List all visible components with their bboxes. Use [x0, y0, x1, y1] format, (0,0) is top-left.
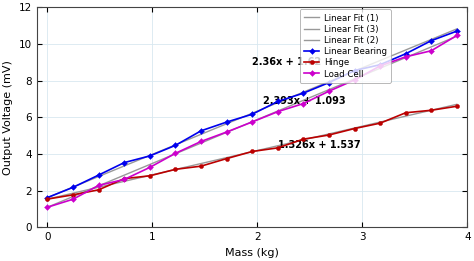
Hinge: [428, 109, 434, 112]
Linear Bearing: [352, 69, 357, 72]
X-axis label: Mass (kg): Mass (kg): [225, 248, 279, 258]
Load Cell: [224, 130, 229, 134]
Linear Bearing: [454, 29, 460, 33]
Y-axis label: Output Voltage (mV): Output Voltage (mV): [3, 60, 13, 175]
Linear Bearing: [403, 52, 409, 55]
Load Cell: [377, 64, 383, 68]
Hinge: [96, 188, 101, 191]
Text: 2.393x + 1.093: 2.393x + 1.093: [263, 96, 345, 105]
Hinge: [403, 111, 409, 114]
Linear Bearing: [70, 186, 76, 189]
Load Cell: [454, 34, 460, 37]
Load Cell: [45, 206, 50, 209]
Line: Hinge: Hinge: [46, 104, 459, 201]
Hinge: [275, 146, 281, 150]
Load Cell: [96, 184, 101, 187]
Linear Bearing: [428, 39, 434, 42]
Hinge: [70, 193, 76, 196]
Load Cell: [352, 78, 357, 81]
Hinge: [249, 150, 255, 153]
Linear Bearing: [377, 63, 383, 66]
Hinge: [121, 177, 127, 180]
Load Cell: [275, 110, 281, 113]
Hinge: [326, 133, 332, 137]
Linear Bearing: [45, 196, 50, 199]
Linear Bearing: [96, 174, 101, 177]
Hinge: [301, 138, 306, 141]
Legend: Linear Fit (1), Linear Fit (3), Linear Fit (2), Linear Bearing, Hinge, Load Cell: Linear Fit (1), Linear Fit (3), Linear F…: [300, 9, 391, 83]
Load Cell: [403, 55, 409, 58]
Hinge: [377, 122, 383, 125]
Load Cell: [301, 102, 306, 105]
Linear Bearing: [249, 113, 255, 116]
Linear Bearing: [198, 129, 204, 132]
Linear Bearing: [275, 100, 281, 103]
Load Cell: [121, 178, 127, 181]
Hinge: [224, 157, 229, 160]
Linear Bearing: [301, 92, 306, 95]
Hinge: [173, 168, 178, 171]
Load Cell: [198, 140, 204, 143]
Load Cell: [70, 198, 76, 201]
Load Cell: [326, 90, 332, 93]
Linear Bearing: [121, 161, 127, 164]
Text: 2.36x + 1.62: 2.36x + 1.62: [252, 57, 321, 67]
Hinge: [454, 105, 460, 108]
Text: 1.326x + 1.537: 1.326x + 1.537: [278, 140, 361, 150]
Load Cell: [173, 152, 178, 155]
Load Cell: [147, 166, 153, 169]
Hinge: [352, 127, 357, 130]
Line: Linear Bearing: Linear Bearing: [46, 29, 459, 200]
Hinge: [45, 198, 50, 201]
Line: Load Cell: Load Cell: [46, 33, 459, 209]
Hinge: [147, 174, 153, 177]
Linear Bearing: [173, 144, 178, 147]
Linear Bearing: [224, 121, 229, 124]
Linear Bearing: [326, 81, 332, 84]
Linear Bearing: [147, 154, 153, 157]
Load Cell: [249, 120, 255, 123]
Load Cell: [428, 49, 434, 52]
Hinge: [198, 165, 204, 168]
